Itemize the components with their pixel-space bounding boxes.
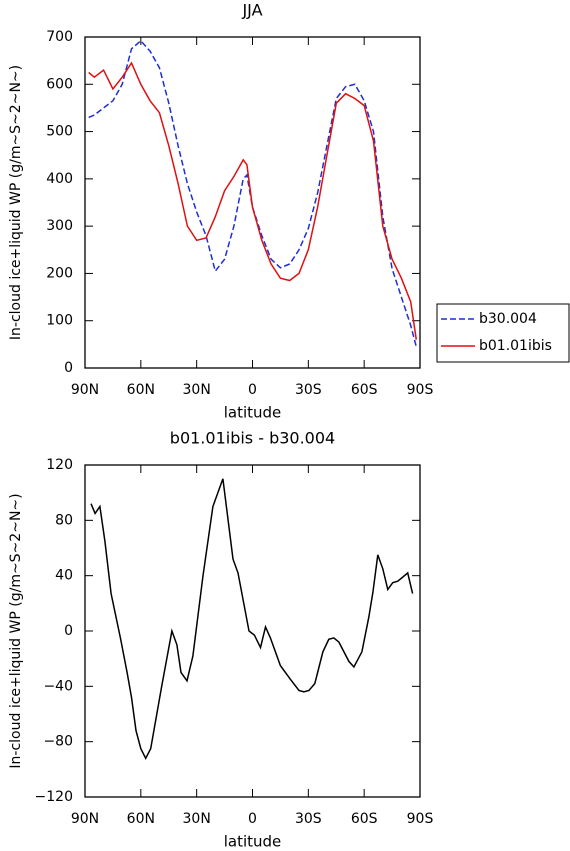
x-tick-label: 30S	[295, 382, 322, 398]
legend-label: b01.01ibis	[479, 338, 552, 354]
y-tick-label: −80	[43, 734, 73, 750]
x-tick-label: 90N	[71, 382, 99, 398]
y-tick-label: 600	[46, 76, 73, 92]
x-tick-label: 60S	[351, 811, 378, 827]
x-tick-label: 30N	[183, 382, 211, 398]
chart-title: JJA	[241, 1, 262, 20]
x-tick-label: 60S	[351, 382, 378, 398]
y-axis-label: In-cloud ice+liquid WP (g/m~S~2~N~)	[8, 65, 24, 340]
y-tick-label: 40	[55, 568, 73, 584]
chart-title: b01.01ibis - b30.004	[170, 429, 335, 448]
y-tick-label: 100	[46, 313, 73, 329]
legend-box	[436, 303, 570, 363]
data-line	[88, 61, 418, 340]
x-tick-label: 60N	[127, 811, 155, 827]
y-tick-label: 0	[64, 623, 73, 639]
plot-frame	[84, 36, 421, 369]
y-axis-label: In-cloud ice+liquid WP (g/m~S~2~N~)	[8, 493, 24, 768]
x-axis-label: latitude	[224, 833, 282, 851]
x-tick-label: 0	[248, 811, 257, 827]
legend-label: b30.004	[479, 311, 537, 327]
y-tick-label: 120	[46, 457, 73, 473]
y-tick-label: −120	[35, 789, 73, 805]
y-tick-label: 500	[46, 124, 73, 140]
x-tick-label: 60N	[127, 382, 155, 398]
data-line	[90, 478, 414, 760]
x-tick-label: 90S	[407, 811, 434, 827]
y-tick-label: 400	[46, 171, 73, 187]
x-tick-label: 90N	[71, 811, 99, 827]
y-tick-label: 300	[46, 218, 73, 234]
y-tick-label: −40	[43, 678, 73, 694]
y-tick-label: 0	[64, 360, 73, 376]
y-tick-label: 200	[46, 265, 73, 281]
plot-frame	[84, 464, 421, 798]
x-tick-label: 30S	[295, 811, 322, 827]
x-tick-label: 0	[248, 382, 257, 398]
data-line	[88, 39, 418, 347]
x-axis-label: latitude	[224, 404, 282, 422]
x-tick-label: 90S	[407, 382, 434, 398]
y-tick-label: 80	[55, 512, 73, 528]
x-tick-label: 30N	[183, 811, 211, 827]
y-tick-label: 700	[46, 29, 73, 45]
